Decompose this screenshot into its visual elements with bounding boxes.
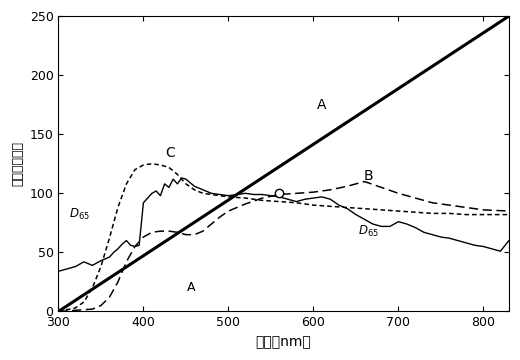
Text: $D_{65}$: $D_{65}$ — [69, 207, 89, 222]
Text: $D_{65}$: $D_{65}$ — [358, 224, 379, 239]
Y-axis label: 相对光谱功率: 相对光谱功率 — [11, 141, 24, 186]
Text: A: A — [317, 98, 327, 112]
Text: B: B — [364, 168, 373, 183]
X-axis label: 波长（nm）: 波长（nm） — [256, 335, 311, 349]
Text: A: A — [187, 282, 195, 294]
Text: C: C — [166, 146, 175, 160]
